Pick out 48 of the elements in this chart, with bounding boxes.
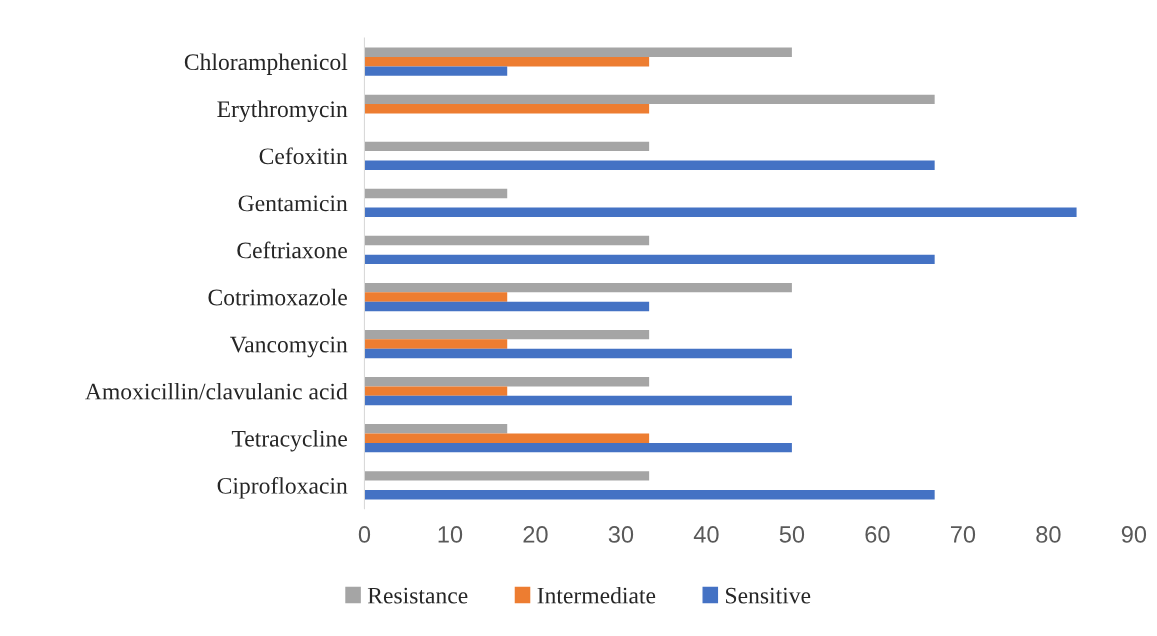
- y-tick-label: Gentamicin: [238, 195, 348, 212]
- x-tick-label: 70: [950, 526, 976, 543]
- bar: [364, 377, 650, 387]
- x-tick-label: 40: [693, 526, 719, 543]
- x-tick-label: 10: [438, 526, 463, 543]
- bar: [364, 66, 508, 76]
- y-tick-label: Cefoxitin: [259, 147, 348, 165]
- bar: [364, 348, 792, 359]
- bar: [364, 94, 935, 105]
- bar: [364, 301, 650, 312]
- y-tick-label: Vancomycin: [230, 336, 348, 358]
- y-tick-label: Chloramphenicol: [184, 53, 348, 75]
- bar: [364, 188, 508, 199]
- x-tick-label: 80: [1036, 526, 1061, 543]
- y-tick-label: Ciprofloxacin: [217, 476, 348, 499]
- bar: [364, 489, 935, 500]
- y-tick-label: Erythromycin: [217, 100, 348, 123]
- bar: [364, 47, 792, 57]
- x-tick-label: 50: [779, 526, 805, 543]
- bar: [364, 329, 650, 340]
- bar: [364, 141, 650, 152]
- y-tick-label: Cotrimoxazole: [208, 288, 347, 306]
- bar: [364, 292, 508, 302]
- legend-label: Resistance: [367, 587, 468, 604]
- bar: [364, 207, 1077, 217]
- bar: [364, 160, 935, 170]
- y-tick-label: Amoxicillin/clavulanic acid: [85, 382, 348, 400]
- bar: [364, 424, 508, 434]
- bar: [364, 433, 650, 443]
- legend-label: Sensitive: [726, 587, 811, 604]
- x-tick-label: 0: [358, 526, 371, 543]
- legend-label: Intermediate: [537, 586, 656, 604]
- bar: [364, 282, 792, 293]
- bar: [364, 104, 650, 114]
- bar: [364, 254, 935, 265]
- x-tick-label: 90: [1121, 526, 1147, 543]
- bar: [364, 235, 650, 246]
- x-tick-label: 30: [608, 526, 634, 543]
- bar: [364, 339, 508, 349]
- y-tick-label: Tetracycline: [231, 430, 347, 452]
- x-tick-label: 20: [523, 526, 548, 543]
- bar: [364, 442, 792, 453]
- bar: [364, 56, 650, 67]
- y-tick-label: Ceftriaxone: [237, 241, 347, 259]
- bar: [364, 471, 650, 481]
- x-tick-label: 60: [865, 526, 890, 543]
- bar: [364, 395, 792, 406]
- bar: [364, 386, 508, 396]
